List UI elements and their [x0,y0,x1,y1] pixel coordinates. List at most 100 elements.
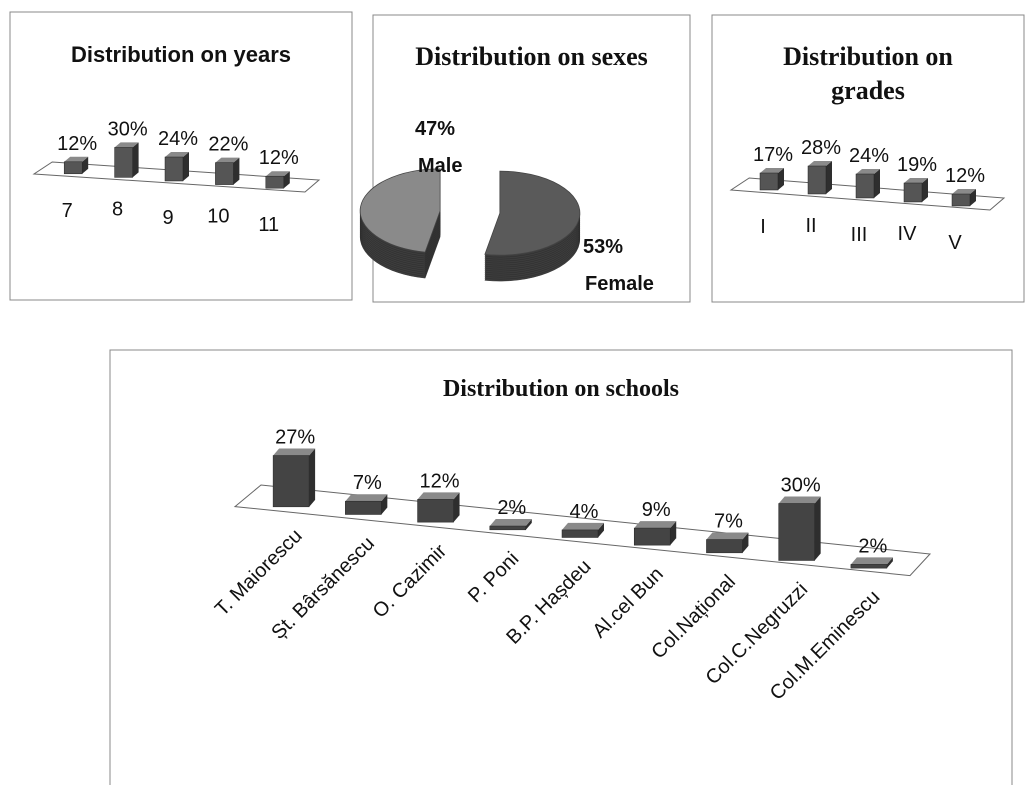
data-label: 7% [714,511,743,533]
chart-title: Distribution on years [70,42,292,67]
data-label: 30% [108,118,148,140]
x-tick-label: I [760,216,766,238]
data-label: 12% [259,147,299,169]
x-tick-label: 11 [258,214,279,236]
bar-top [345,494,388,502]
bar-side [381,494,388,515]
bar-top [904,178,928,183]
x-tick-label: 8 [112,198,123,220]
bar-top [64,156,89,162]
bar-top [489,519,532,527]
data-label: 12% [57,133,97,155]
bar-side [970,189,976,206]
bar-side [525,519,532,530]
x-tick-label: IV [898,223,918,245]
bar-top [215,157,240,163]
bar-side [309,448,316,507]
pie-slice [359,168,441,253]
data-label: 2% [858,535,887,557]
bar-side [82,156,89,174]
bar-side [670,521,677,546]
bar [63,161,83,175]
data-label: 7% [353,472,382,494]
bar [114,147,133,178]
bar [489,525,527,531]
bar [903,182,923,203]
bar-top [808,161,832,166]
pie-slice [484,170,581,256]
bar-side [283,171,290,189]
floor [32,161,321,193]
bar-side [742,532,749,553]
bar-top [778,496,821,504]
data-label: 53% [583,236,623,258]
bar-side [874,169,880,198]
bar-side [233,157,240,185]
bar-top [634,521,677,529]
panel [711,14,1025,303]
bar-side [814,496,821,561]
bar [951,193,971,207]
floor [729,177,1006,211]
bar-top [952,189,976,194]
data-label: 24% [158,128,198,150]
panel [372,14,691,303]
bar-top [856,169,880,174]
bar-side [922,178,928,202]
panel [9,11,353,301]
bar [807,165,827,195]
bar-side [886,557,893,569]
bar-top [114,142,139,148]
bar [850,564,888,569]
bar [215,162,234,185]
data-label: 22% [208,134,248,156]
chart-title: Distribution on grades [783,42,953,105]
chart-title: Distribution on sexes [415,42,648,71]
x-tick-label: V [948,232,962,254]
bar [759,172,779,191]
category-label: Male [418,155,462,177]
x-tick-label: P. Poni [464,548,523,607]
data-label: 12% [945,165,985,187]
bar-top [760,168,784,173]
bar-top [706,532,749,540]
bar [633,527,671,546]
data-label: 19% [897,154,937,176]
bar [164,156,184,182]
bar [561,529,599,538]
bar-top [265,171,290,177]
bar-side [132,142,139,178]
bar-top [562,522,604,530]
bar-side [598,522,604,538]
x-tick-label: 7 [62,200,73,222]
bar-top [273,448,316,456]
x-tick-label: III [851,224,868,246]
x-tick-label: Al.cel Bun [589,563,668,642]
category-label: Female [585,273,654,295]
bar [778,503,815,561]
data-label: 24% [849,145,889,167]
bar-side [826,161,832,194]
data-label: 9% [642,499,671,521]
bar [706,539,743,554]
bar-top [850,557,893,565]
floor [233,484,932,577]
data-label: 4% [570,501,599,523]
x-tick-label: II [805,215,816,237]
data-label: 17% [753,144,793,166]
bar-top [165,152,189,157]
x-tick-label: 10 [207,206,229,228]
data-label: 2% [497,497,526,519]
bar-side [183,152,189,181]
bar [417,499,454,523]
data-label: 12% [420,470,460,492]
panel [109,349,1013,785]
bar-side [453,492,460,523]
bar [345,500,382,515]
data-label: 28% [801,137,841,159]
bar [855,173,875,199]
data-label: 47% [415,118,455,140]
data-label: 30% [781,475,821,497]
